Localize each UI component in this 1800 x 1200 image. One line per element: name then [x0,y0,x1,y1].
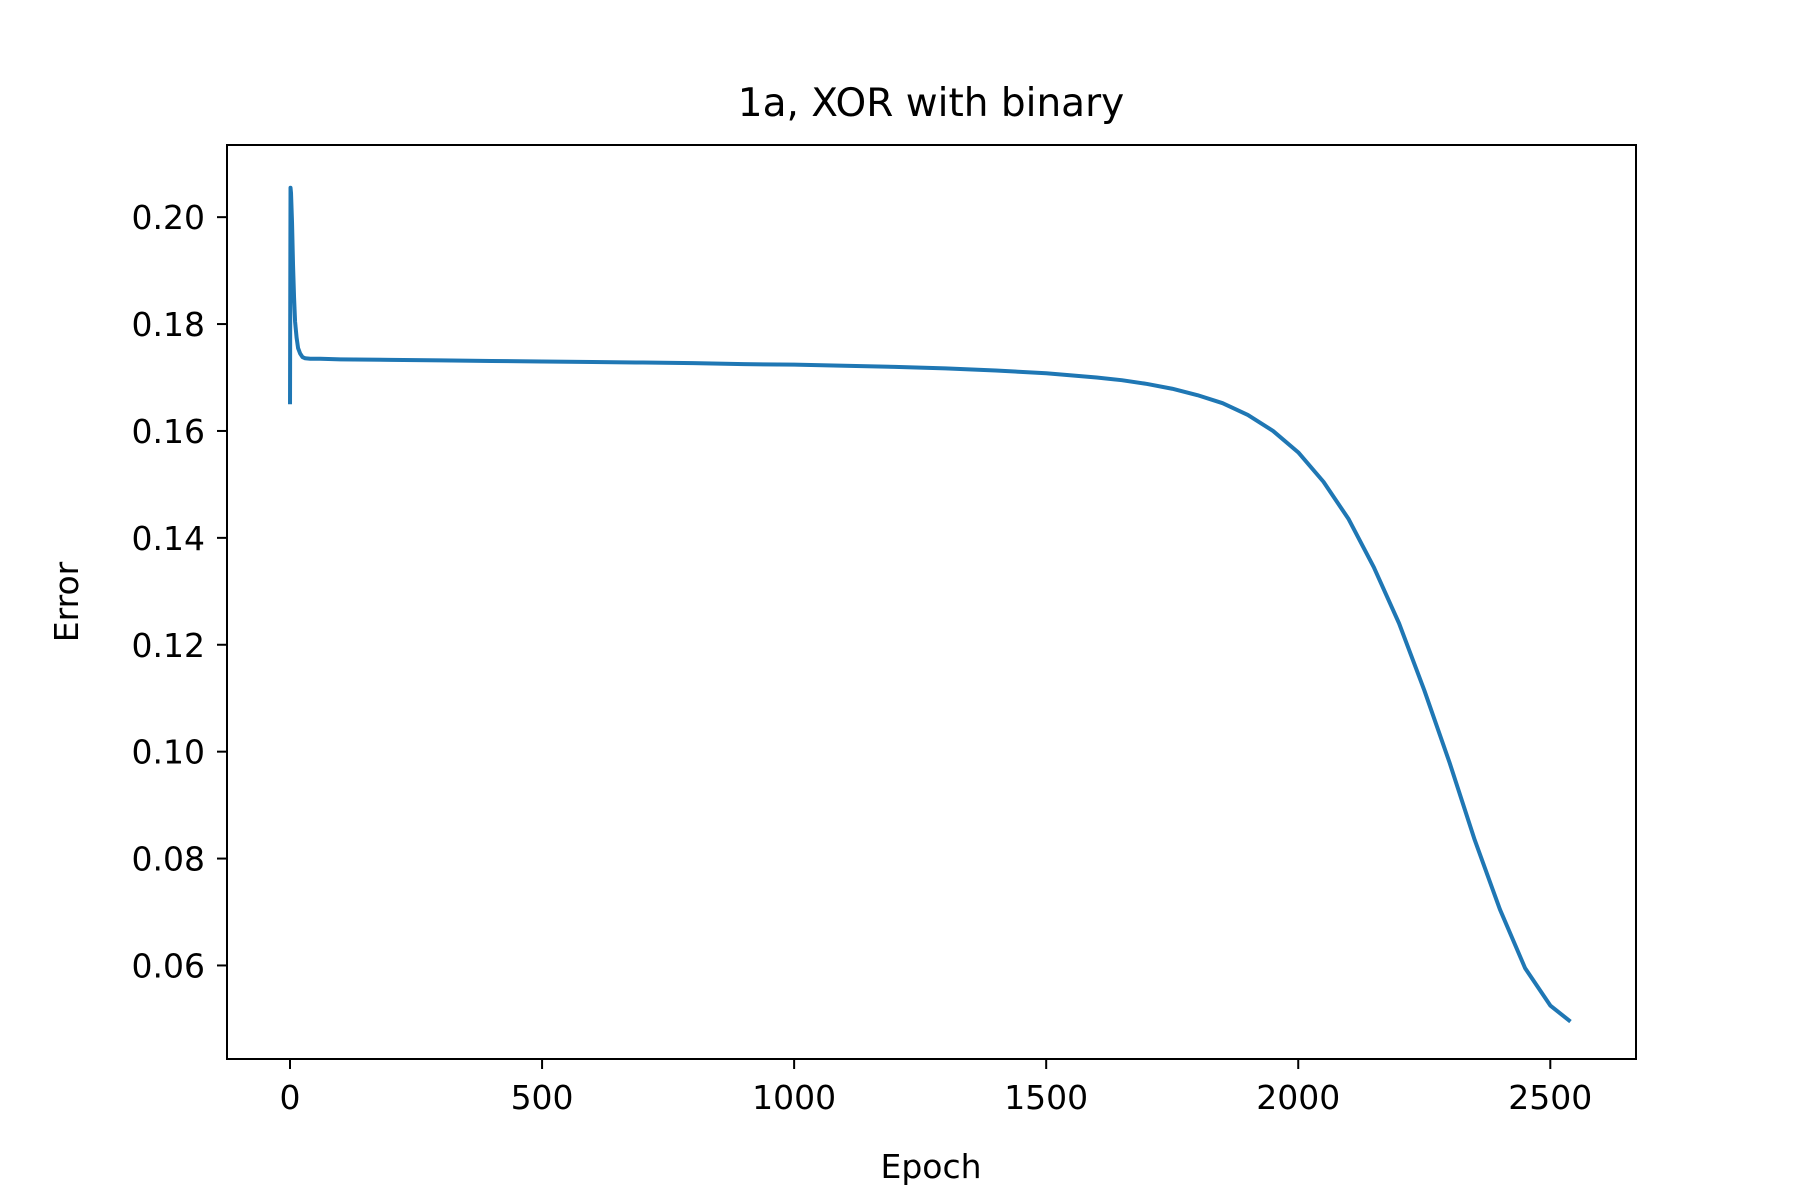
x-tick-label: 2500 [1508,1078,1592,1117]
y-tick-label: 0.14 [132,519,205,558]
x-tick-label: 500 [511,1078,574,1117]
y-axis-ticks: 0.06 0.08 0.10 0.12 0.14 0.16 0.18 0.20 [132,198,227,985]
plot-area-frame [226,144,1637,1060]
y-tick-label: 0.12 [132,626,205,665]
y-tick-label: 0.16 [132,412,205,451]
y-tick-label: 0.10 [132,733,205,772]
x-axis-label: Epoch [880,1147,981,1186]
chart-title: 1a, XOR with binary [738,81,1124,126]
x-tick-label: 0 [280,1078,301,1117]
series-layer [288,185,1572,1024]
y-tick-label: 0.18 [132,305,205,344]
y-tick-label: 0.20 [132,198,205,237]
y-tick-label: 0.06 [132,946,205,985]
series-line [288,185,1572,1024]
y-axis-label: Error [47,561,86,642]
x-tick-label: 1500 [1004,1078,1088,1117]
x-tick-label: 2000 [1256,1078,1340,1117]
y-tick-label: 0.08 [132,840,205,879]
x-axis-ticks: 0 500 1000 1500 2000 2500 [280,1059,1592,1117]
x-tick-label: 1000 [752,1078,836,1117]
